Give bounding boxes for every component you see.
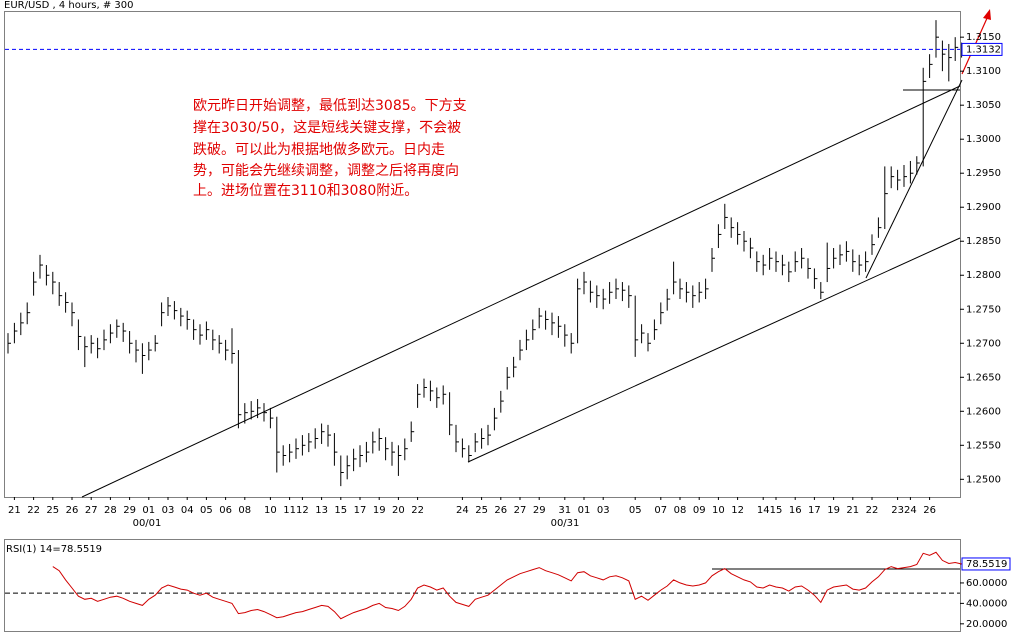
price-bars bbox=[7, 20, 965, 487]
x-tick-label: 08 bbox=[674, 505, 687, 516]
rsi-last-box bbox=[961, 557, 1011, 571]
x-tick-label: 24 bbox=[904, 505, 917, 516]
y-tick-label: 1.2900 bbox=[966, 202, 1001, 213]
y-tick-label: 1.3000 bbox=[966, 134, 1001, 145]
x-tick-label: 07 bbox=[654, 505, 667, 516]
y-tick-label: 40.0000 bbox=[966, 598, 1007, 609]
y-tick-label: 1.3050 bbox=[966, 100, 1001, 111]
support-trendline bbox=[865, 79, 963, 279]
x-tick-label: 13 bbox=[315, 505, 328, 516]
x-tick-label: 10 bbox=[712, 505, 725, 516]
y-tick-label: 1.2950 bbox=[966, 168, 1001, 179]
x-tick-label: 10 bbox=[264, 505, 277, 516]
x-tick-label: 03 bbox=[597, 505, 610, 516]
y-tick-label: 1.2850 bbox=[966, 236, 1001, 247]
y-tick-label: 1.2800 bbox=[966, 270, 1001, 281]
y-tick-label: 60.0000 bbox=[966, 578, 1007, 589]
annotation: 欧元昨日开始调整，最低到达3085。下方支 撑在3030/50，这是短线关键支撑… bbox=[193, 98, 467, 199]
x-tick-label: 26 bbox=[494, 505, 507, 516]
target-arrow-head bbox=[983, 9, 991, 20]
last-price-box bbox=[961, 42, 1003, 56]
y-tick-label: 1.2500 bbox=[966, 474, 1001, 485]
y-tick-label: 1.2650 bbox=[966, 372, 1001, 383]
x-tick-label: 20 bbox=[392, 505, 405, 516]
annotation-line: 欧元昨日开始调整，最低到达3085。下方支 bbox=[193, 98, 467, 114]
rsi-line bbox=[52, 551, 962, 620]
x-tick-label: 19 bbox=[827, 505, 840, 516]
x-tick-label: 22 bbox=[27, 505, 40, 516]
lower-channel-line bbox=[467, 237, 961, 463]
x-tick-label: 15 bbox=[334, 505, 347, 516]
y-tick-label: 20.0000 bbox=[966, 619, 1007, 630]
x-tick-label: 05 bbox=[629, 505, 642, 516]
annotation-line: 上。进场位置在3110和3080附近。 bbox=[193, 183, 418, 199]
price-panel-frame bbox=[4, 11, 961, 498]
x-tick-label: 27 bbox=[85, 505, 98, 516]
x-tick-label: 04 bbox=[181, 505, 194, 516]
drawn-trendlines bbox=[81, 9, 991, 570]
x-tick-label: 31 bbox=[558, 505, 571, 516]
x-tick-label: 17 bbox=[354, 505, 367, 516]
x-tick-label: 03 bbox=[162, 505, 175, 516]
x-tick-label: 16 bbox=[789, 505, 802, 516]
x-tick-label: 26 bbox=[923, 505, 936, 516]
x-tick-label: 05 bbox=[200, 505, 213, 516]
x-tick-label: 17 bbox=[808, 505, 821, 516]
x-tick-label: 22 bbox=[866, 505, 879, 516]
chart-header: EUR/USD , 4 hours, # 300 bbox=[4, 0, 134, 11]
x-tick-label: 25 bbox=[475, 505, 488, 516]
x-tick-label: 01 bbox=[578, 505, 591, 516]
x-tick-label: 23 bbox=[891, 505, 904, 516]
rsi-title: RSI(1) 14=78.5519 bbox=[6, 544, 102, 555]
y-tick-label: 78.5519 bbox=[966, 559, 1007, 570]
x-tick-label: 29 bbox=[533, 505, 546, 516]
annotation-line: 跌破。可以此为根据地做多欧元。日内走 bbox=[193, 141, 445, 158]
x-tick-label: 28 bbox=[104, 505, 117, 516]
x-tick-label: 08 bbox=[238, 505, 251, 516]
x-tick-label: 21 bbox=[846, 505, 859, 516]
upper-channel-line bbox=[81, 85, 961, 498]
y-tick-label: 1.2550 bbox=[966, 440, 1001, 451]
y-tick-label: 1.2600 bbox=[966, 406, 1001, 417]
x-tick-label: 12 bbox=[296, 505, 309, 516]
y-tick-label: 1.2700 bbox=[966, 338, 1001, 349]
x-tick-label: 27 bbox=[514, 505, 527, 516]
y-tick-label: 1.3150 bbox=[966, 32, 1001, 43]
x-tick-label: 24 bbox=[456, 505, 469, 516]
annotation-line: 势，可能会先继续调整，调整之后将再度向 bbox=[193, 162, 459, 179]
x-tick-label: 22 bbox=[411, 505, 424, 516]
x-tick-label: 21 bbox=[8, 505, 21, 516]
y-tick-label: 1.2750 bbox=[966, 304, 1001, 315]
x-tick-label: 29 bbox=[123, 505, 136, 516]
x-tick-label: 01 bbox=[142, 505, 155, 516]
x-tick-label: 12 bbox=[731, 505, 744, 516]
x-tick-label: 14 bbox=[757, 505, 770, 516]
rsi-panel-frame bbox=[4, 539, 961, 632]
period-label: 00/01 bbox=[133, 518, 162, 529]
x-tick-label: 06 bbox=[219, 505, 232, 516]
x-tick-label: 15 bbox=[770, 505, 783, 516]
y-tick-label: 1.3100 bbox=[966, 66, 1001, 77]
last-price-label: 1.3132 bbox=[966, 44, 1001, 55]
x-tick-label: 09 bbox=[693, 505, 706, 516]
x-tick-label: 26 bbox=[66, 505, 79, 516]
x-tick-label: 25 bbox=[46, 505, 59, 516]
period-label: 00/31 bbox=[551, 518, 580, 529]
annotation-line: 撑在3030/50，这是短线关键支撑，不会被 bbox=[193, 119, 461, 136]
x-tick-label: 19 bbox=[373, 505, 386, 516]
x-tick-label: 11 bbox=[283, 505, 296, 516]
